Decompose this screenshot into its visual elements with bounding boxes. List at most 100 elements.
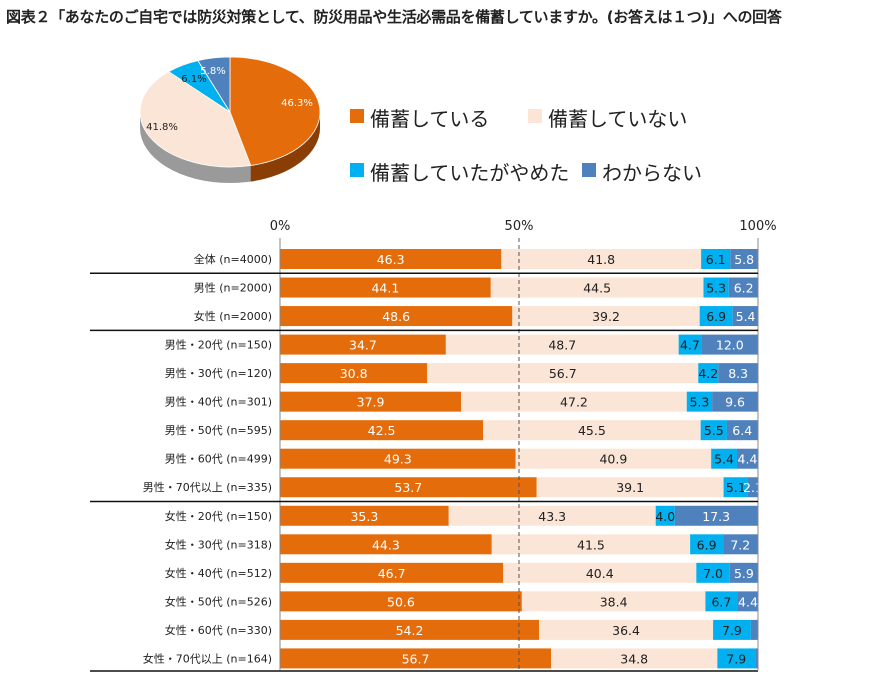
bar-segment [280, 505, 449, 526]
data-label: 5.3 [706, 281, 726, 296]
data-label: 12.0 [716, 338, 744, 353]
data-label: 6.4 [732, 423, 752, 438]
bar-segment [696, 562, 730, 583]
bar-segment [280, 391, 462, 412]
category-label: 女性・30代 (n=318) [165, 537, 272, 551]
bar-segment [711, 448, 737, 469]
legend-swatch [528, 109, 542, 123]
data-label: 50.6 [387, 594, 415, 609]
data-label: 5.3 [689, 395, 709, 410]
bar-segment [747, 477, 758, 498]
bar-segment [690, 534, 724, 555]
bar-segment [703, 277, 729, 298]
bar-segment [521, 591, 706, 612]
bar-segment [280, 306, 513, 327]
data-label: 4.0 [655, 509, 675, 524]
bar-segment [490, 277, 704, 298]
bar-segment [737, 591, 759, 612]
category-label: 男性・60代 (n=499) [165, 452, 272, 466]
bar-segment [712, 391, 758, 412]
data-label: 5.9 [734, 566, 754, 581]
data-label: 5.4 [714, 452, 734, 467]
category-label: 女性・40代 (n=512) [165, 566, 272, 580]
pie-slice [229, 56, 321, 166]
data-label: 56.7 [549, 366, 577, 381]
category-label: 女性・50代 (n=526) [165, 594, 272, 608]
bar-segment [736, 448, 758, 469]
bar-segment [280, 534, 492, 555]
x-tick-label: 0% [270, 219, 291, 234]
category-label: 女性・70代以上 (n=164) [143, 651, 272, 665]
category-label: 女性・20代 (n=150) [165, 509, 272, 523]
pie-slice [197, 56, 231, 114]
bar-segment [723, 534, 758, 555]
bar-segment [730, 249, 758, 269]
category-label: 男性・20代 (n=150) [165, 338, 272, 352]
category-label: 女性・60代 (n=330) [165, 623, 272, 637]
chart-title: 図表２「あなたのご自宅では防災対策として、防災用品や生活必需品を備蓄していますか… [6, 8, 782, 26]
data-label: 30.8 [340, 366, 368, 381]
data-label: 6.1 [706, 252, 726, 267]
data-label: 7.2 [730, 537, 750, 552]
bar-segment [512, 306, 700, 327]
data-label: 42.5 [368, 423, 396, 438]
bar-segment [701, 249, 731, 269]
data-label: 4.7 [680, 338, 700, 353]
bar-segment [280, 363, 428, 384]
bar-segment [539, 619, 714, 640]
data-label: 49.3 [384, 452, 412, 467]
bar-segment [705, 591, 738, 612]
bar-segment [280, 334, 446, 355]
category-label: 男性・40代 (n=301) [165, 395, 272, 409]
data-label: 6.2 [734, 281, 754, 296]
data-label: 48.6 [382, 309, 410, 324]
bar-segment [674, 505, 758, 526]
data-label: 40.4 [586, 566, 614, 581]
legend-label: 備蓄していない [548, 107, 688, 131]
bar-segment [729, 562, 758, 583]
bar-segment [755, 648, 758, 669]
bar-segment [503, 562, 697, 583]
bar-segment [501, 249, 702, 269]
data-label: 7.0 [703, 566, 723, 581]
data-label: 39.1 [616, 480, 644, 495]
pie-label: 6.1% [181, 74, 206, 85]
data-label: 4.2 [698, 366, 718, 381]
data-label: 56.7 [402, 651, 430, 666]
category-label: 男性・70代以上 (n=335) [143, 480, 272, 494]
bar-segment [461, 391, 687, 412]
data-label: 5.1 [726, 480, 746, 495]
data-label: 44.5 [583, 281, 611, 296]
data-label: 39.2 [592, 309, 620, 324]
data-label: 6.7 [711, 594, 731, 609]
pie-label: 5.8% [200, 66, 225, 77]
bar-segment [280, 249, 502, 269]
data-label: 46.7 [378, 566, 406, 581]
data-label: 4.4 [738, 594, 758, 609]
data-label: 47.2 [560, 395, 588, 410]
legend-label: 備蓄している [370, 107, 490, 131]
category-label: 男性・30代 (n=120) [165, 366, 272, 380]
legend-swatch [582, 163, 596, 177]
data-label: 7.9 [722, 623, 742, 638]
data-label: 45.5 [578, 423, 606, 438]
bar-segment [280, 277, 491, 298]
legend-label: 備蓄していたがやめた [370, 161, 570, 185]
data-label: 46.3 [377, 252, 405, 267]
bar-segment [655, 505, 675, 526]
bar-segment [280, 648, 552, 669]
pie-slice [139, 71, 252, 168]
bar-segment [536, 477, 724, 498]
data-label: 53.7 [394, 480, 422, 495]
bar-segment [732, 306, 759, 327]
bar-segment [448, 505, 656, 526]
data-label: 5.8 [734, 252, 754, 267]
bar-segment [445, 334, 679, 355]
pie-label: 46.3% [281, 98, 313, 109]
bar-segment [551, 648, 718, 669]
legend-label: わからない [602, 161, 702, 185]
data-label: 41.5 [577, 537, 605, 552]
data-label: 2.1 [743, 480, 763, 495]
bar-segment [713, 619, 751, 640]
